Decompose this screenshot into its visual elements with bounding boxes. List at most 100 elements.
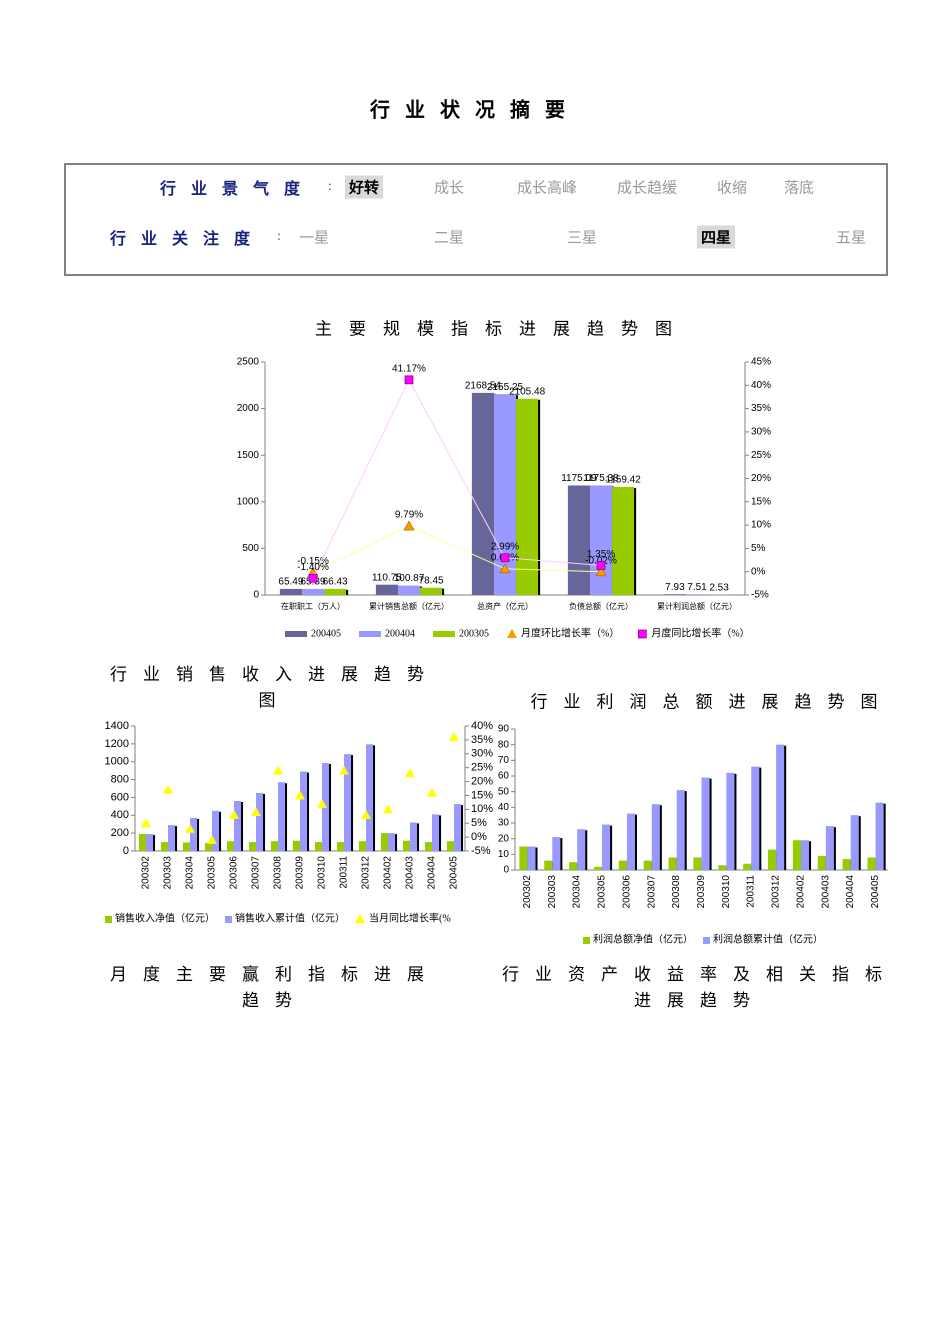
bar [420, 587, 443, 595]
legend-swatch [225, 916, 232, 923]
y-tick-label: 1000 [237, 496, 260, 507]
marker [339, 765, 349, 775]
y2-tick-label: 0% [471, 831, 487, 843]
option: 成长 [434, 180, 465, 197]
legend-swatch [507, 629, 517, 638]
marker [163, 784, 173, 794]
chart-title: 行业利润总额进展趋势图 [530, 692, 894, 712]
x-tick-label: 200404 [845, 875, 856, 909]
y2-tick-label: 40% [471, 720, 493, 732]
data-label: -1.40% [297, 562, 329, 573]
x-tick-label: 200308 [273, 856, 284, 890]
y-tick-label: 800 [111, 773, 129, 785]
data-label: 110.75 [372, 572, 402, 583]
option: 二星 [434, 230, 465, 247]
x-tick-label: 在职职工（万人） [281, 601, 345, 611]
marker [141, 818, 151, 828]
x-tick-label: 200405 [870, 875, 881, 909]
marker [361, 809, 371, 819]
option: 五星 [836, 230, 867, 247]
marker [500, 553, 510, 563]
marker [403, 520, 415, 531]
bar [146, 834, 154, 851]
option: 一星 [299, 230, 330, 247]
chart-title: 主要规模指标进展趋势图 [315, 319, 689, 339]
x-tick-label: 200405 [449, 856, 460, 890]
bar [324, 588, 347, 595]
bar [516, 398, 539, 595]
y2-tick-label: 30% [751, 427, 771, 438]
y-tick-label: 1200 [105, 738, 129, 750]
y2-tick-label: 25% [751, 450, 771, 461]
legend-swatch [105, 916, 112, 923]
y-tick-label: 500 [242, 543, 259, 554]
bar [825, 826, 834, 870]
option: 成长高峰 [517, 180, 578, 197]
y-tick-label: 40 [498, 802, 510, 813]
legend-swatch [583, 937, 590, 944]
y-tick-label: 60 [498, 771, 510, 782]
marker [595, 566, 607, 577]
bar [168, 825, 176, 851]
legend-label: 200405 [311, 628, 341, 639]
bar [602, 824, 611, 870]
y-tick-label: 1400 [105, 720, 129, 732]
y-tick-label: 2500 [237, 357, 260, 368]
bar [567, 485, 590, 595]
bar [344, 754, 352, 851]
x-tick-label: 200306 [229, 856, 240, 890]
bar [358, 841, 366, 851]
legend-label: 200404 [385, 628, 415, 639]
bar [292, 840, 300, 851]
x-tick-label: 200303 [163, 856, 174, 890]
separator: : [328, 179, 332, 194]
y2-tick-label: 15% [751, 496, 771, 507]
data-label: 66.43 [323, 576, 348, 587]
bar [410, 822, 418, 851]
y2-tick-label: 25% [471, 762, 493, 774]
y2-tick-label: 20% [471, 775, 493, 787]
x-tick-label: 累计销售总额（亿元） [369, 601, 449, 611]
y-tick-label: 0 [123, 845, 129, 857]
data-label: 65.49 [278, 577, 303, 588]
x-tick-label: 200310 [721, 875, 732, 909]
bar [432, 814, 440, 851]
bar [336, 842, 344, 851]
marker [273, 765, 283, 775]
bar [300, 771, 308, 851]
x-tick-label: 200402 [383, 856, 394, 890]
legend-label: 销售收入累计值（亿元） [235, 911, 345, 924]
y2-tick-label: 45% [751, 357, 771, 368]
bar [279, 588, 302, 595]
y2-tick-label: -5% [471, 845, 491, 857]
bar [569, 862, 578, 870]
x-tick-label: 200306 [621, 875, 632, 909]
x-tick-label: 200308 [671, 875, 682, 909]
legend-swatch [285, 631, 307, 637]
bar [626, 813, 635, 870]
bar [402, 840, 410, 851]
row-label: 行业景气度 [160, 181, 316, 198]
bar [160, 842, 168, 851]
marker [596, 561, 606, 570]
x-tick-label: 200404 [427, 856, 438, 890]
y-tick-label: 80 [498, 739, 510, 750]
bar [278, 782, 286, 851]
marker [251, 807, 261, 817]
x-tick-label: 200302 [522, 875, 533, 909]
legend-swatch [637, 629, 647, 639]
x-tick-label: 200312 [361, 856, 372, 890]
marker [295, 790, 305, 800]
y2-tick-label: -5% [751, 590, 769, 601]
option: 三星 [567, 230, 598, 247]
chart-title: 行业销售收入进展趋势图 [110, 665, 440, 710]
page-title: 行业状况摘要 [370, 99, 580, 122]
data-label: -0.15% [297, 556, 329, 567]
bar [668, 857, 677, 870]
section-title: 行业资产收益率及相关指标进展趋势 [502, 965, 898, 1010]
y2-tick-label: 35% [471, 734, 493, 746]
y-tick-label: 0 [503, 865, 509, 876]
bar [800, 840, 810, 870]
bar [471, 392, 494, 595]
